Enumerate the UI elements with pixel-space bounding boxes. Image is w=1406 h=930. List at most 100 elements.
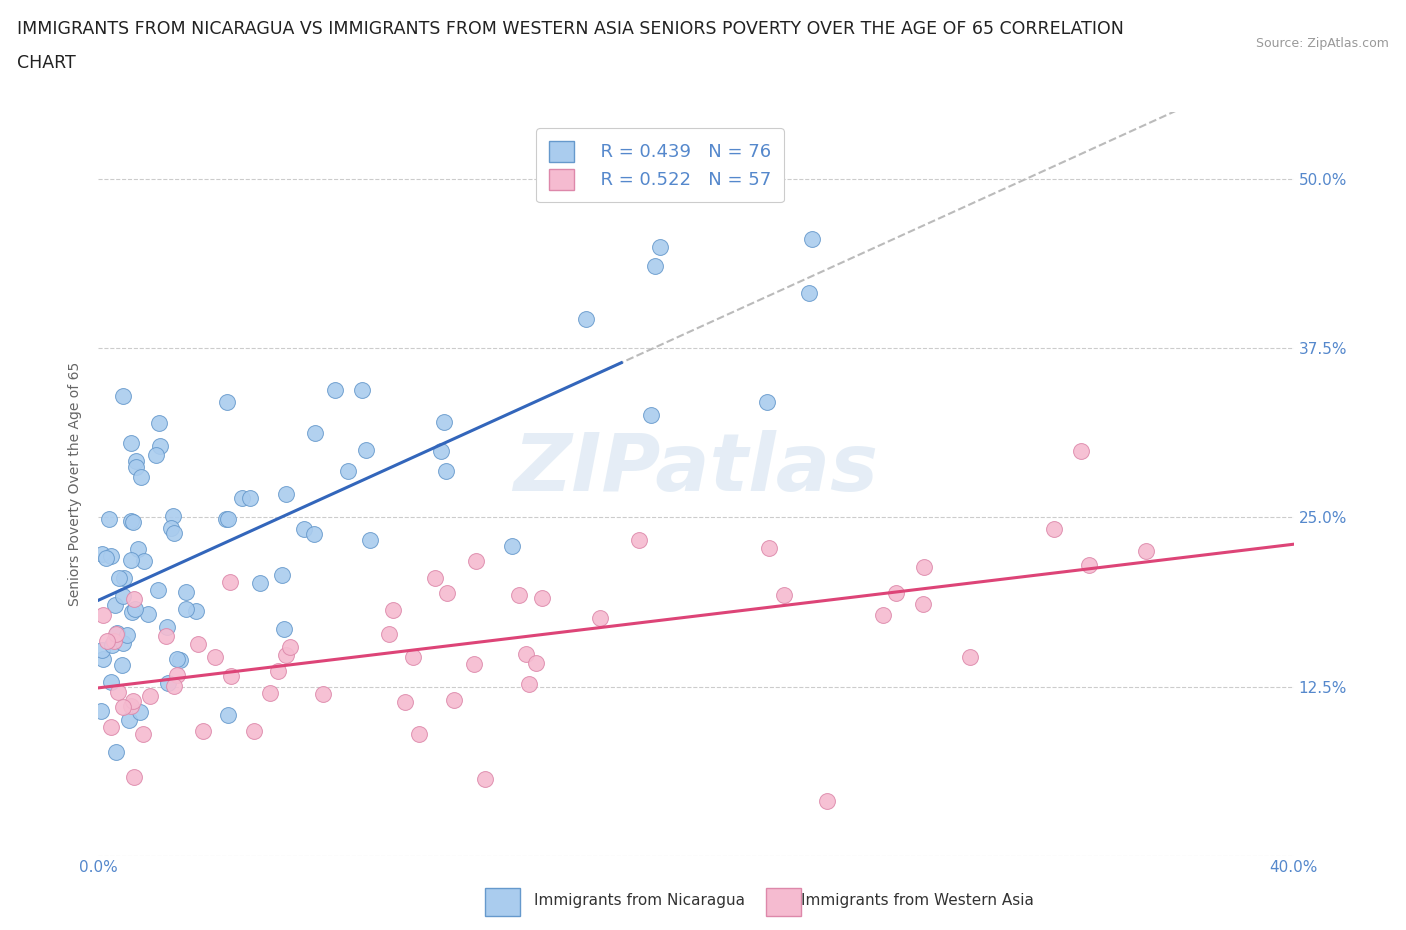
Point — [323, 382, 346, 397]
Point — [148, 416, 170, 431]
Point — [96, 633, 118, 648]
Point — [146, 583, 169, 598]
Point — [219, 575, 242, 590]
Point — [186, 603, 208, 618]
Text: Immigrants from Western Asia: Immigrants from Western Asia — [801, 893, 1035, 908]
Point — [959, 649, 981, 664]
Point — [122, 514, 145, 529]
Text: Source: ZipAtlas.com: Source: ZipAtlas.com — [1256, 37, 1389, 50]
Point — [465, 553, 488, 568]
Point — [273, 621, 295, 636]
Point — [217, 708, 239, 723]
Point — [259, 686, 281, 701]
Point — [274, 647, 297, 662]
Point — [381, 603, 404, 618]
Point — [204, 649, 226, 664]
Point — [107, 684, 129, 699]
Point — [174, 602, 197, 617]
Point — [112, 571, 135, 586]
Point — [100, 549, 122, 564]
Point — [758, 540, 780, 555]
Point — [800, 232, 823, 246]
Point — [1043, 522, 1066, 537]
Point — [120, 552, 142, 567]
Point — [111, 658, 134, 672]
Point — [145, 448, 167, 463]
Point — [515, 646, 537, 661]
Point — [278, 640, 301, 655]
Point — [304, 426, 326, 441]
Point — [120, 513, 142, 528]
Point — [524, 656, 547, 671]
Point — [90, 704, 112, 719]
Point — [125, 454, 148, 469]
Point — [443, 693, 465, 708]
Point — [266, 664, 288, 679]
Point — [377, 626, 399, 641]
Point — [217, 512, 239, 526]
Point — [312, 686, 335, 701]
Point — [156, 675, 179, 690]
Point — [394, 695, 416, 710]
Point — [508, 588, 530, 603]
Point — [104, 744, 127, 759]
Point — [436, 585, 458, 600]
Point — [134, 553, 156, 568]
Point — [628, 532, 651, 547]
Point — [359, 532, 381, 547]
Point — [815, 794, 838, 809]
Point — [160, 520, 183, 535]
Point — [474, 771, 496, 786]
Point — [103, 634, 125, 649]
Point — [148, 438, 170, 453]
Point — [429, 444, 451, 458]
Point — [436, 464, 458, 479]
Point — [162, 509, 184, 524]
Point — [239, 491, 262, 506]
Point — [1135, 543, 1157, 558]
Point — [118, 712, 141, 727]
Point — [650, 240, 672, 255]
Point — [101, 638, 124, 653]
Point — [433, 415, 456, 430]
Point — [174, 585, 197, 600]
Point — [872, 607, 894, 622]
Point — [640, 407, 662, 422]
Point — [191, 724, 214, 738]
Point — [129, 705, 152, 720]
Point — [127, 542, 149, 557]
Point — [163, 525, 186, 540]
Point — [166, 667, 188, 682]
Point — [336, 464, 359, 479]
Point — [271, 567, 294, 582]
Point — [112, 588, 135, 603]
Point — [98, 512, 121, 526]
Point — [124, 602, 146, 617]
Point — [104, 626, 127, 641]
Point — [1078, 558, 1101, 573]
Point — [354, 442, 377, 457]
Point — [91, 607, 114, 622]
Point — [423, 570, 446, 585]
Point — [91, 546, 114, 561]
Point — [122, 694, 145, 709]
Point — [169, 653, 191, 668]
Point — [91, 643, 114, 658]
Point — [104, 598, 127, 613]
Point — [155, 629, 177, 644]
Point — [125, 459, 148, 474]
Point — [100, 674, 122, 689]
Point — [111, 699, 134, 714]
Point — [121, 604, 143, 619]
Point — [1070, 444, 1092, 458]
Point — [402, 649, 425, 664]
Point — [100, 719, 122, 734]
Point — [249, 576, 271, 591]
Point — [115, 628, 138, 643]
Point — [162, 679, 184, 694]
Point — [231, 491, 253, 506]
Legend:   R = 0.439   N = 76,   R = 0.522   N = 57: R = 0.439 N = 76, R = 0.522 N = 57 — [537, 128, 783, 203]
Point — [589, 610, 612, 625]
Point — [463, 657, 485, 671]
Point — [292, 521, 315, 536]
